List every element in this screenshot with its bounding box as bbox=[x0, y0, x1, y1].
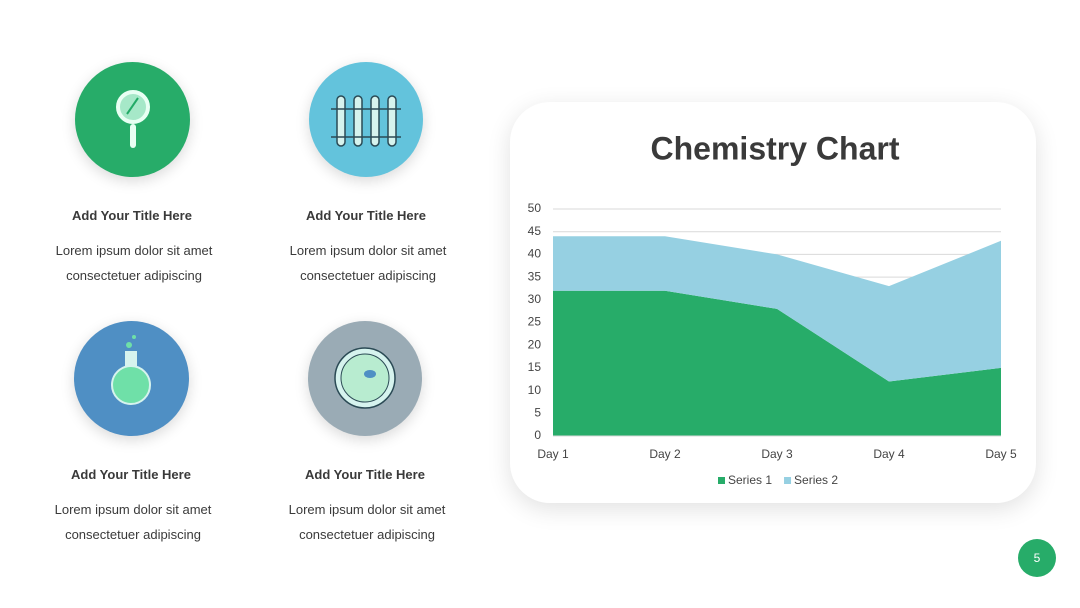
area bbox=[553, 290, 1001, 436]
card-text: Lorem ipsum dolor sit amet bbox=[289, 243, 447, 258]
card-title: Add Your Title Here bbox=[306, 208, 426, 223]
y-tick-label: 20 bbox=[528, 337, 542, 351]
legend-label: Series 1 bbox=[728, 473, 772, 487]
y-tick-label: 15 bbox=[528, 360, 542, 374]
legend-label: Series 2 bbox=[794, 473, 838, 487]
y-tick-label: 25 bbox=[528, 315, 542, 329]
y-tick-label: 45 bbox=[528, 224, 542, 238]
y-tick-label: 35 bbox=[528, 269, 542, 283]
x-tick-label: Day 3 bbox=[761, 447, 793, 461]
x-tick-label: Day 5 bbox=[985, 447, 1017, 461]
x-tick-label: Day 4 bbox=[873, 447, 905, 461]
card-text: consectetuer adipiscing bbox=[300, 268, 436, 283]
y-tick-label: 5 bbox=[534, 405, 541, 419]
page-number: 5 bbox=[1018, 539, 1056, 577]
card-text: consectetuer adipiscing bbox=[66, 268, 202, 283]
icon-test-tubes bbox=[309, 62, 423, 177]
y-tick-label: 0 bbox=[534, 428, 541, 442]
legend-swatch bbox=[784, 477, 792, 484]
card-text: consectetuer adipiscing bbox=[65, 527, 201, 542]
x-tick-label: Day 1 bbox=[537, 447, 569, 461]
card-text: Lorem ipsum dolor sit amet bbox=[55, 243, 213, 258]
card-text: Lorem ipsum dolor sit amet bbox=[288, 502, 446, 517]
y-tick-label: 10 bbox=[528, 383, 542, 397]
legend-swatch bbox=[718, 477, 725, 484]
y-tick-label: 40 bbox=[528, 247, 542, 261]
chart-title: Chemistry Chart bbox=[651, 130, 900, 166]
card-title: Add Your Title Here bbox=[71, 467, 191, 482]
y-tick-label: 30 bbox=[528, 292, 542, 306]
card-title: Add Your Title Here bbox=[305, 467, 425, 482]
card-title: Add Your Title Here bbox=[72, 208, 192, 223]
icon-magnifier bbox=[75, 62, 190, 177]
x-tick-label: Day 2 bbox=[649, 447, 681, 461]
y-tick-label: 50 bbox=[528, 201, 542, 215]
card-text: consectetuer adipiscing bbox=[299, 527, 435, 542]
card-text: Lorem ipsum dolor sit amet bbox=[54, 502, 212, 517]
icon-flask bbox=[74, 321, 189, 436]
icon-petri-dish bbox=[308, 321, 422, 436]
area bbox=[553, 236, 1001, 382]
